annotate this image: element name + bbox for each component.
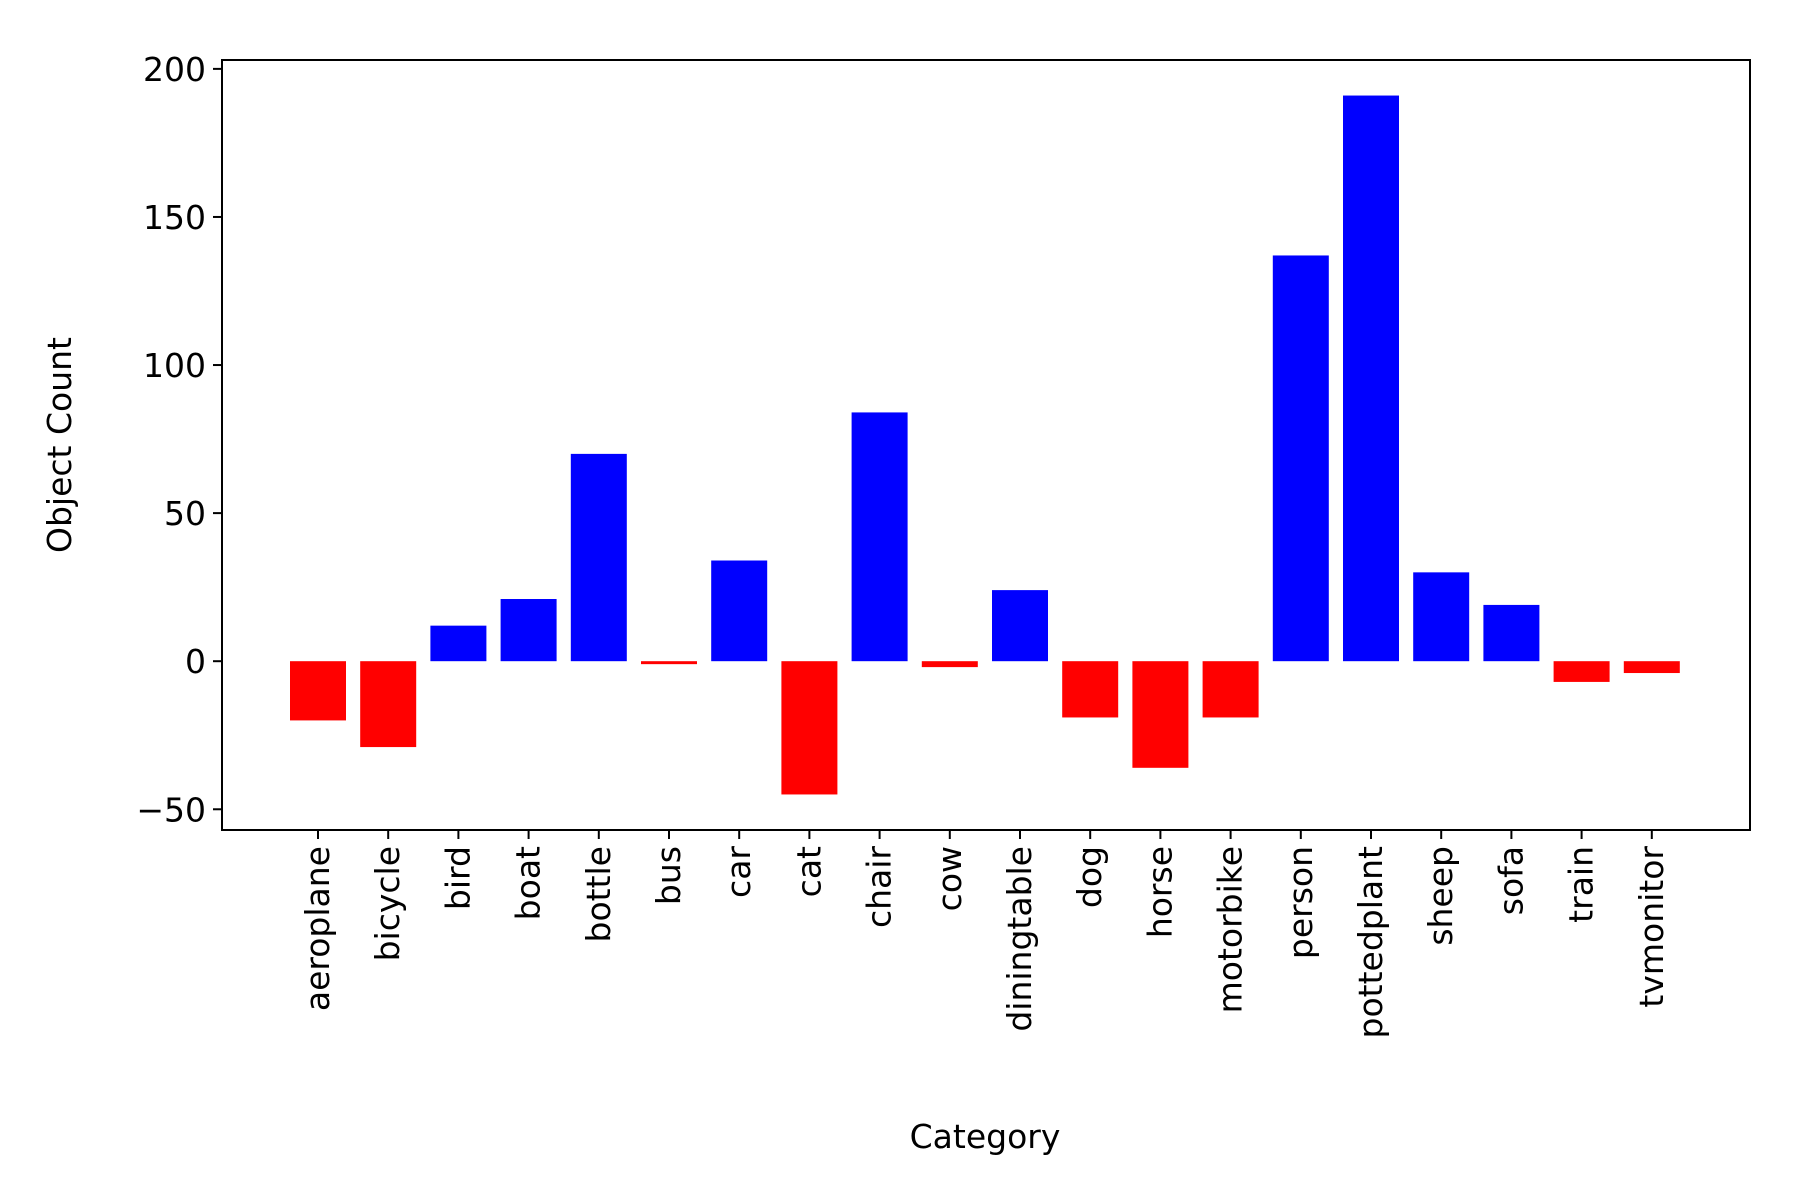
- y-tick-label: 100: [143, 346, 206, 385]
- x-tick-label-sheep: sheep: [1421, 846, 1460, 946]
- bar-bus: [641, 661, 697, 665]
- bar-bird: [430, 625, 487, 662]
- bar-tvmonitor: [1623, 661, 1680, 674]
- bar-aeroplane: [290, 661, 346, 721]
- x-tick-label-cat: cat: [789, 846, 828, 897]
- plot-frame: [221, 59, 1751, 831]
- bars-group: [290, 95, 1680, 795]
- bar-bicycle: [360, 661, 417, 748]
- x-tick-label-bird: bird: [438, 846, 477, 910]
- bar-cat: [781, 661, 838, 795]
- bar-motorbike: [1202, 661, 1259, 718]
- y-tick-label: 200: [143, 50, 206, 89]
- x-tick-label-diningtable: diningtable: [1000, 846, 1039, 1032]
- x-tick-label-bicycle: bicycle: [368, 846, 407, 961]
- x-tick-label-train: train: [1562, 846, 1601, 923]
- x-tick-label-sofa: sofa: [1491, 846, 1530, 915]
- bar-train: [1553, 661, 1610, 682]
- y-tick-label: 50: [164, 494, 206, 533]
- bar-boat: [500, 599, 557, 662]
- bar-chair: [851, 412, 908, 662]
- bar-bottle: [570, 453, 627, 662]
- bar-dog: [1062, 661, 1119, 718]
- y-tick-label: −50: [136, 790, 206, 829]
- x-tick-label-boat: boat: [509, 846, 548, 920]
- x-tick-label-aeroplane: aeroplane: [298, 846, 337, 1011]
- x-axis-title: Category: [910, 1117, 1061, 1156]
- x-tick-label-motorbike: motorbike: [1211, 846, 1250, 1013]
- bar-sheep: [1413, 572, 1470, 662]
- x-tick-label-dog: dog: [1070, 846, 1109, 908]
- bar-sofa: [1483, 604, 1540, 662]
- x-ticks-group: aeroplane bicycle bird boat bottle bus car cat c…: [298, 830, 1671, 1038]
- bar-cow: [921, 661, 978, 668]
- y-ticks-group: −50 0 50 100 150 200: [136, 50, 222, 829]
- x-tick-label-pottedplant: pottedplant: [1351, 846, 1390, 1039]
- x-tick-label-cow: cow: [930, 846, 969, 911]
- x-tick-label-car: car: [719, 846, 758, 898]
- y-tick-label: 150: [143, 198, 206, 237]
- x-tick-label-horse: horse: [1140, 846, 1179, 938]
- x-tick-label-bus: bus: [649, 846, 688, 905]
- x-tick-label-person: person: [1281, 846, 1320, 959]
- x-tick-label-bottle: bottle: [579, 846, 618, 943]
- bar-horse: [1132, 661, 1189, 768]
- bar-person: [1272, 255, 1329, 662]
- bar-car: [711, 560, 768, 662]
- y-axis-title: Object Count: [40, 337, 79, 553]
- axes-group: [221, 59, 1751, 831]
- x-tick-label-chair: chair: [860, 846, 899, 928]
- bar-pottedplant: [1343, 95, 1399, 662]
- bar-diningtable: [992, 590, 1048, 662]
- y-tick-label: 0: [185, 642, 206, 681]
- x-tick-label-tvmonitor: tvmonitor: [1632, 846, 1671, 1008]
